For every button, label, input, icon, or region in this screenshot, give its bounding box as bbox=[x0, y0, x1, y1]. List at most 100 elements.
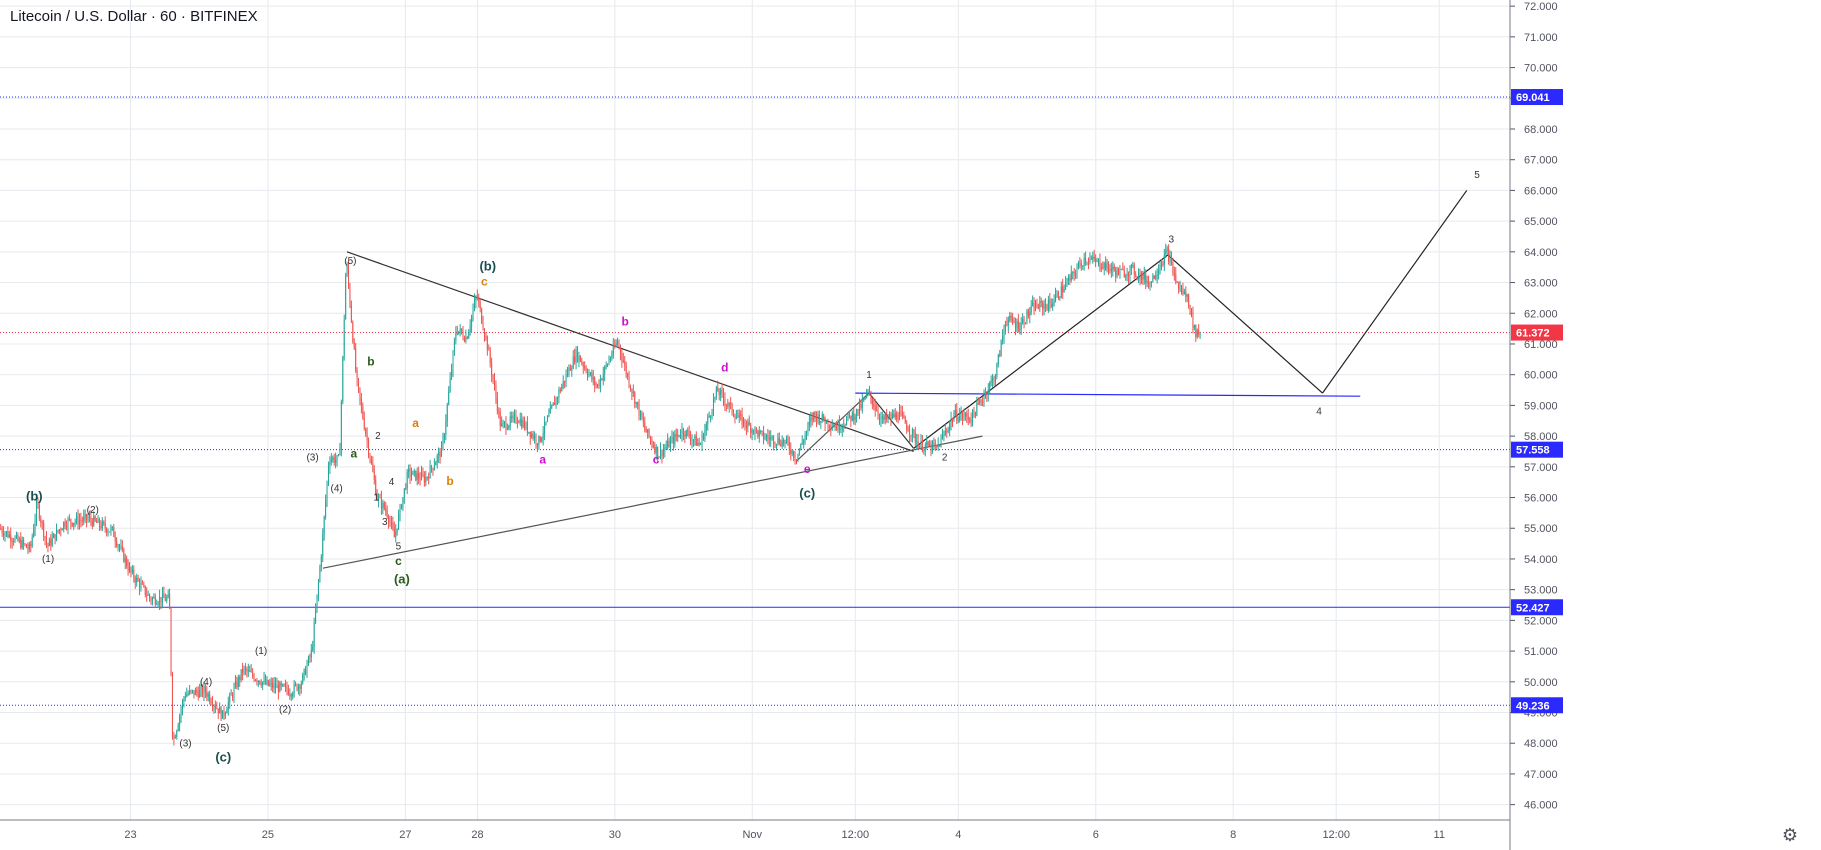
candle-body bbox=[946, 430, 948, 432]
candle-body bbox=[110, 527, 112, 532]
candle-body bbox=[378, 497, 380, 501]
candle-body bbox=[300, 683, 302, 689]
candle-body bbox=[868, 391, 870, 393]
x-tick-label: 23 bbox=[124, 829, 136, 841]
wave-label: (2) bbox=[279, 705, 291, 716]
candle-body bbox=[760, 430, 762, 432]
y-tick-label: 51.000 bbox=[1524, 646, 1558, 658]
candle-body bbox=[748, 421, 750, 426]
candle-body bbox=[120, 546, 122, 548]
y-tick-label: 66.000 bbox=[1524, 185, 1558, 197]
candle-body bbox=[1042, 302, 1044, 309]
candle-body bbox=[959, 415, 961, 421]
candle-body bbox=[1162, 264, 1164, 266]
candle-body bbox=[107, 531, 109, 533]
candle-body bbox=[990, 380, 992, 383]
candle-body bbox=[359, 387, 361, 399]
candle-body bbox=[431, 466, 433, 469]
candle-body bbox=[1045, 304, 1047, 306]
candle-body bbox=[876, 410, 878, 412]
candle-body bbox=[412, 470, 414, 475]
candle-body bbox=[264, 679, 266, 684]
candle-body bbox=[551, 405, 553, 408]
candle-body bbox=[690, 436, 692, 441]
candle-body bbox=[801, 442, 803, 444]
candle-body bbox=[579, 355, 581, 362]
candle-body bbox=[47, 543, 49, 547]
candle-body bbox=[360, 398, 362, 407]
y-tick-label: 58.000 bbox=[1524, 431, 1558, 443]
candle-body bbox=[183, 697, 185, 702]
candle-body bbox=[78, 520, 80, 525]
candle-body bbox=[289, 694, 291, 696]
gear-icon[interactable]: ⚙ bbox=[1781, 825, 1799, 845]
candle-body bbox=[203, 686, 205, 695]
candle-body bbox=[502, 422, 504, 424]
candle-body bbox=[475, 296, 477, 301]
candle-body bbox=[1016, 321, 1018, 328]
candle-body bbox=[728, 403, 730, 406]
candle-body bbox=[1183, 291, 1185, 295]
candle-body bbox=[448, 391, 450, 405]
candle-body bbox=[123, 549, 125, 562]
candle-body bbox=[292, 693, 294, 697]
candle-body bbox=[1118, 268, 1120, 276]
candle-body bbox=[472, 309, 474, 317]
candle-body bbox=[528, 431, 530, 433]
candle-body bbox=[715, 387, 717, 397]
candle-body bbox=[87, 518, 89, 520]
candle-body bbox=[319, 566, 321, 582]
candle-body bbox=[33, 529, 35, 537]
x-tick-label: 6 bbox=[1093, 829, 1099, 841]
candle-body bbox=[508, 425, 510, 429]
candle-body bbox=[674, 434, 676, 444]
candle-body bbox=[244, 667, 246, 669]
candle-body bbox=[1095, 259, 1097, 262]
candle-body bbox=[124, 558, 126, 562]
candle-body bbox=[432, 468, 434, 470]
candle-body bbox=[531, 433, 533, 438]
candle-body bbox=[388, 516, 390, 523]
price-badge bbox=[1511, 89, 1563, 106]
candle-body bbox=[239, 677, 241, 680]
candle-body bbox=[1037, 307, 1039, 309]
candle-body bbox=[891, 413, 893, 419]
candle-body bbox=[66, 526, 68, 528]
candle-body bbox=[233, 687, 235, 698]
chart-title: Litecoin / U.S. Dollar · 60 · BITFINEX bbox=[10, 8, 258, 25]
candle-body bbox=[1129, 267, 1131, 277]
candle-body bbox=[1100, 267, 1102, 269]
candle-body bbox=[840, 429, 842, 431]
candle-body bbox=[400, 505, 402, 509]
candle-body bbox=[851, 412, 853, 421]
candle-body bbox=[687, 430, 689, 432]
candle-body bbox=[259, 680, 261, 684]
candle-body bbox=[41, 522, 43, 524]
candle-body bbox=[627, 374, 629, 376]
candle-body bbox=[116, 541, 118, 546]
candle-body bbox=[276, 685, 278, 689]
candle-body bbox=[81, 520, 83, 522]
candle-body bbox=[166, 597, 168, 601]
candle-body bbox=[824, 420, 826, 424]
candle-body bbox=[705, 424, 707, 430]
candle-body bbox=[3, 532, 5, 536]
candle-body bbox=[1142, 273, 1144, 280]
candle-body bbox=[349, 284, 351, 306]
candle-body bbox=[857, 408, 859, 414]
candle-body bbox=[838, 422, 840, 431]
candle-body bbox=[439, 451, 441, 457]
candle-body bbox=[929, 443, 931, 447]
candle-body bbox=[293, 684, 295, 694]
candle-body bbox=[365, 428, 367, 435]
candle-body bbox=[1169, 257, 1171, 262]
candle-body bbox=[996, 364, 998, 377]
candle-body bbox=[828, 426, 830, 428]
candle-body bbox=[442, 439, 444, 445]
candle-body bbox=[505, 422, 507, 430]
candle-body bbox=[1085, 258, 1087, 263]
candle-body bbox=[386, 511, 388, 517]
candle-body bbox=[896, 413, 898, 420]
candle-body bbox=[544, 421, 546, 434]
